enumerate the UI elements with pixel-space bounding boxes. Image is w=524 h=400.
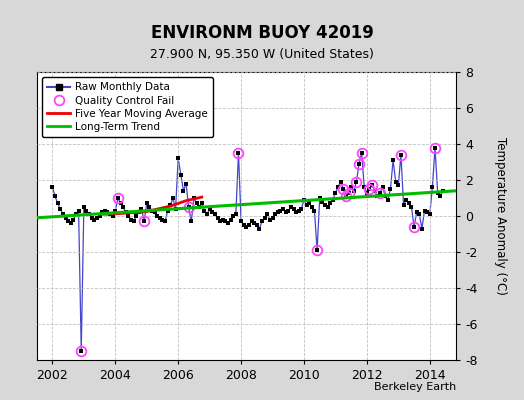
Legend: Raw Monthly Data, Quality Control Fail, Five Year Moving Average, Long-Term Tren: Raw Monthly Data, Quality Control Fail, … — [42, 77, 213, 137]
Text: Berkeley Earth: Berkeley Earth — [374, 382, 456, 392]
Y-axis label: Temperature Anomaly (°C): Temperature Anomaly (°C) — [494, 137, 507, 295]
Text: 27.900 N, 95.350 W (United States): 27.900 N, 95.350 W (United States) — [150, 48, 374, 61]
Text: ENVIRONM BUOY 42019: ENVIRONM BUOY 42019 — [150, 24, 374, 42]
